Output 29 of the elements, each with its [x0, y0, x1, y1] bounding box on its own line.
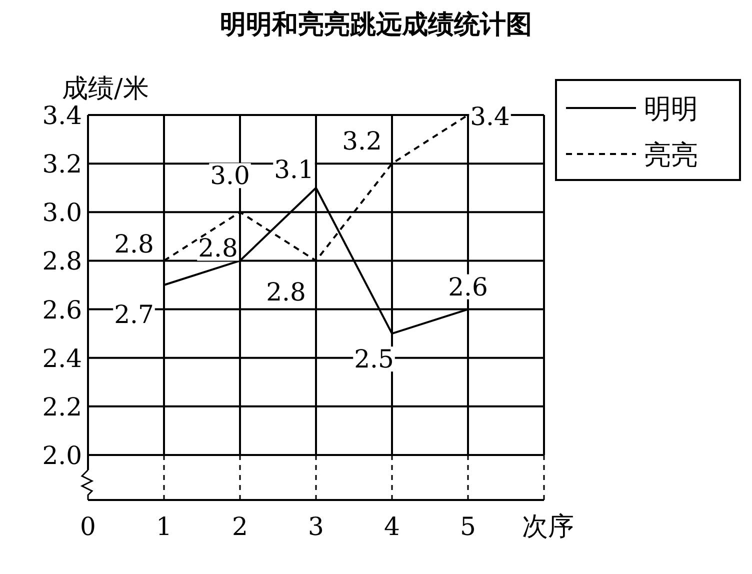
y-tick-label: 3.4 [42, 101, 82, 130]
data-label: 2.5 [354, 344, 394, 374]
data-label: 3.1 [274, 154, 314, 184]
x-tick-label: 5 [460, 512, 476, 541]
chart-title: 明明和亮亮跳远成绩统计图 [220, 10, 532, 40]
y-tick-label: 2.0 [42, 441, 82, 470]
y-tick-label: 2.4 [42, 344, 82, 373]
data-label: 3.4 [470, 102, 510, 131]
y-tick-label: 3.2 [42, 150, 82, 179]
data-label: 3.2 [342, 126, 382, 156]
legend-label: 明明 [644, 94, 698, 125]
x-tick-label: 3 [308, 512, 324, 541]
x-tick-label: 2 [232, 512, 248, 541]
x-tick-label: 1 [156, 512, 172, 541]
y-tick-label: 2.2 [42, 392, 82, 422]
x-tick-label: 4 [384, 512, 400, 541]
x-tick-label: 0 [80, 512, 96, 541]
data-label: 2.8 [198, 234, 238, 263]
data-label: 2.6 [448, 272, 488, 302]
y-tick-label: 3.0 [42, 198, 82, 228]
data-label: 2.7 [114, 300, 154, 329]
y-tick-label: 2.6 [42, 295, 82, 324]
y-axis-title: 成绩/米 [62, 74, 149, 104]
data-label: 3.0 [210, 161, 250, 190]
data-label: 2.8 [114, 230, 154, 259]
x-axis-title: 次序 [522, 512, 574, 542]
legend-label: 亮亮 [644, 140, 698, 171]
y-tick-label: 2.8 [42, 246, 82, 276]
data-label: 2.8 [266, 278, 306, 307]
